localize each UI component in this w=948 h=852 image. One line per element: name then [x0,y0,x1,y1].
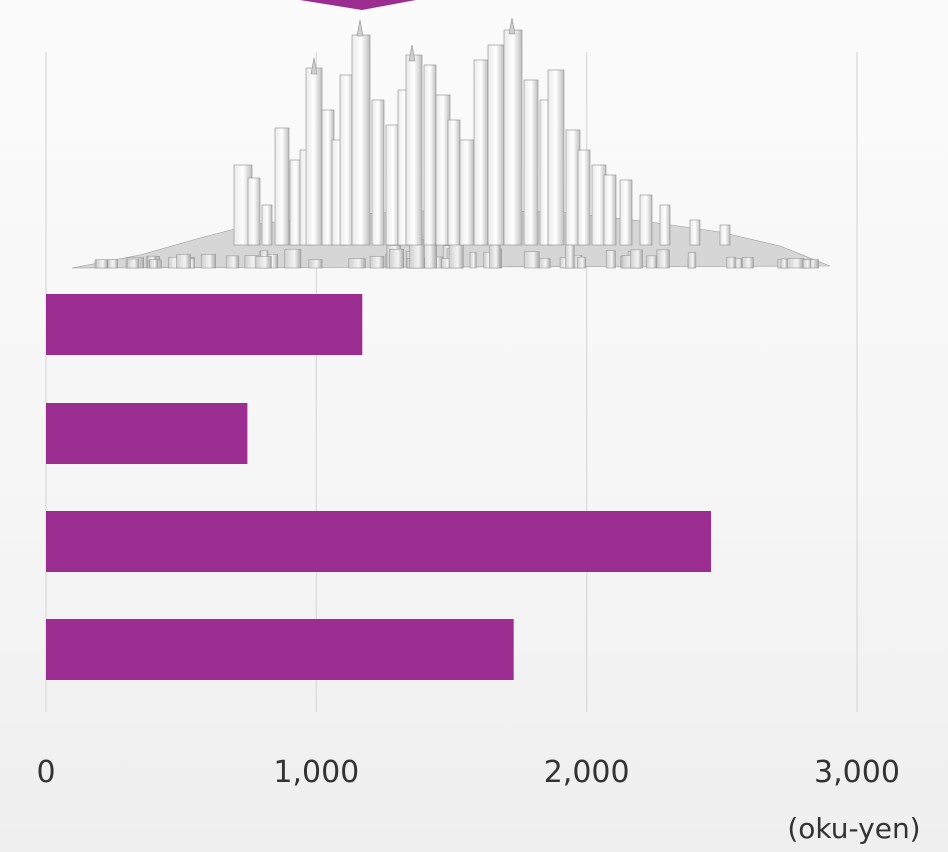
skyline-building [735,258,742,269]
skyline-building [726,256,736,269]
unit-label: (oku-yen) [787,812,920,845]
skyline-building [107,259,118,269]
skyline-building [371,99,385,246]
bar [46,511,712,572]
skyline-building [351,34,371,246]
skyline-building [646,255,657,269]
skyline-building [630,249,643,269]
skyline-building [577,149,591,246]
callout-pointer-icon [300,0,416,10]
skyline-building [447,119,461,246]
skyline-building [459,139,475,246]
skyline-building [780,258,788,269]
skyline-building [547,69,565,246]
skyline-spire [408,44,416,62]
skyline-building [126,258,140,269]
skyline-building [577,256,587,269]
skyline-building [656,249,670,269]
bar [46,619,514,680]
skyline-building [687,252,697,269]
x-tick-label: 0 [36,755,55,790]
skyline-building [469,251,477,269]
skyline-building [261,204,273,246]
x-tick-label: 2,000 [544,755,630,790]
x-tick-label: 1,000 [273,755,359,790]
bars-group [46,294,712,680]
skyline-building [255,256,272,269]
bar [46,294,363,355]
skyline-building [308,259,323,269]
skyline-building [503,29,523,246]
skyline-building [719,224,731,246]
skyline-building [523,79,539,246]
skyline-building [786,258,804,269]
skyline-building [200,254,216,269]
skyline-building [742,257,754,269]
skyline-building [487,44,505,246]
skyline-building [605,250,616,269]
x-tick-label: 3,000 [814,755,900,790]
skyline-building [405,54,423,246]
skyline-building [274,127,290,246]
skyline-building [247,177,261,246]
skyline-building [689,219,701,246]
skyline-building [348,258,366,269]
skyline-building [659,204,671,246]
skyline-building [95,259,108,269]
skyline-building [423,64,437,246]
skyline-building [388,248,405,269]
skyline-building [489,244,501,269]
skyline-building [305,67,323,246]
skyline-building [619,179,633,246]
skyline-building [538,258,551,269]
skyline-building [523,251,540,269]
skyline-building [639,194,653,246]
skyline-building [284,248,302,269]
skyline-building [369,255,385,269]
x-axis-ticks: 0 1,000 2,000 3,000 [36,755,899,790]
city-skyline-icon [71,17,831,269]
skyline-building [176,254,191,269]
skyline-building [225,255,240,269]
skyline-spire [310,57,318,75]
skyline-spire [508,17,516,35]
bar [46,403,248,464]
skyline-spire [356,19,364,37]
skyline-building [603,174,617,246]
skyline-building [149,259,159,269]
skyline-building [473,59,489,246]
skyline-building [802,259,812,269]
skyline-building [565,244,575,269]
